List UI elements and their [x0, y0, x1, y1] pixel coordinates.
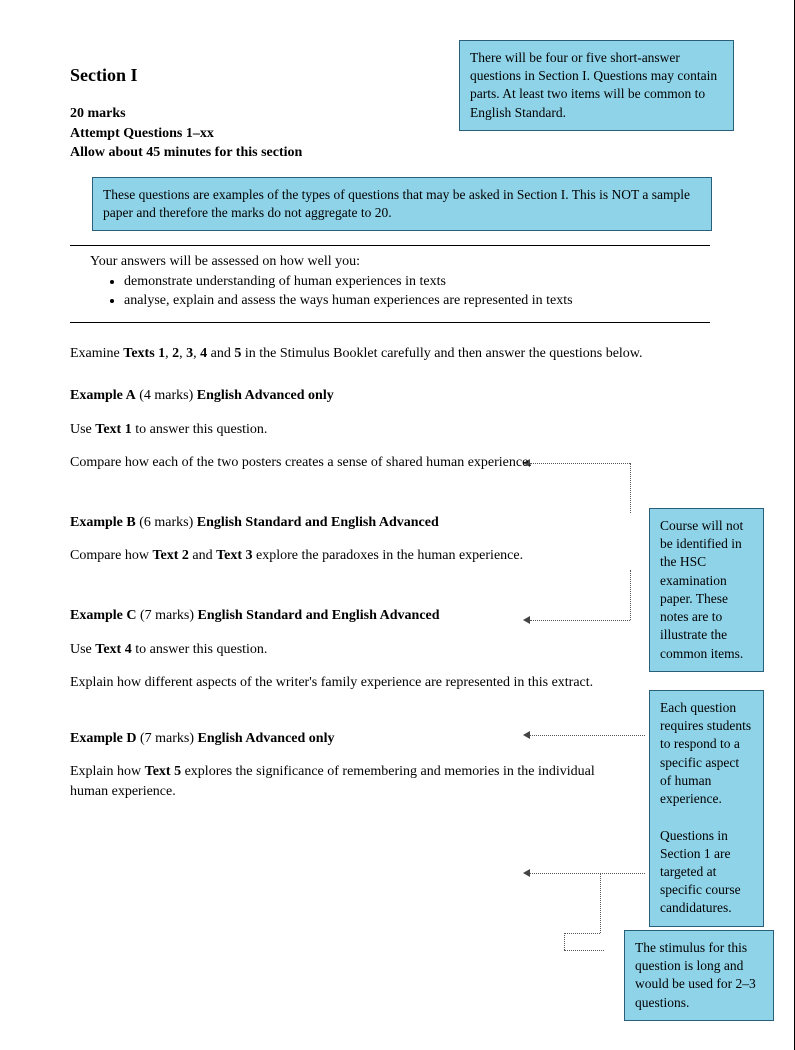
example-d-line1: Explain how Text 5 explores the signific…: [70, 762, 610, 801]
example-label: Example B: [70, 515, 136, 530]
marks-block: 20 marks Attempt Questions 1–xx Allow ab…: [70, 104, 734, 163]
page-content: Section I 20 marks Attempt Questions 1–x…: [0, 0, 794, 872]
example-c: Example C (7 marks) English Standard and…: [70, 606, 610, 693]
text-ref: Text 3: [216, 548, 252, 563]
text-ref: Text 2: [152, 548, 188, 563]
leader-d2-v: [564, 933, 565, 950]
examine-suffix: in the Stimulus Booklet carefully and th…: [241, 346, 642, 361]
example-a-title: Example A (4 marks) English Advanced onl…: [70, 386, 610, 406]
texts-1: Texts 1: [123, 346, 165, 361]
assess-bullet-2: analyse, explain and assess the ways hum…: [124, 293, 702, 309]
leader-d: [530, 873, 645, 874]
assessment-box: Your answers will be assessed on how wel…: [70, 245, 710, 323]
txt: explore the paradoxes in the human exper…: [253, 548, 524, 563]
example-course: English Standard and English Advanced: [197, 515, 439, 530]
assess-intro: Your answers will be assessed on how wel…: [90, 254, 702, 270]
marks-line-2: Attempt Questions 1–xx: [70, 124, 734, 144]
txt: Explain how: [70, 764, 145, 779]
examine-prefix: Examine: [70, 346, 123, 361]
txt: to answer this question.: [132, 422, 268, 437]
example-marks: (6 marks): [136, 515, 197, 530]
txt: to answer this question.: [132, 642, 268, 657]
marks-line-3: Allow about 45 minutes for this section: [70, 143, 734, 163]
text-ref: Text 5: [145, 764, 181, 779]
example-a-line1: Use Text 1 to answer this question.: [70, 420, 610, 440]
example-label: Example D: [70, 731, 137, 746]
marks-line-1: 20 marks: [70, 104, 734, 124]
example-label: Example A: [70, 388, 136, 403]
example-c-line1: Use Text 4 to answer this question.: [70, 640, 610, 660]
example-a: Example A (4 marks) English Advanced onl…: [70, 386, 610, 473]
and: and: [207, 346, 234, 361]
example-b-line1: Compare how Text 2 and Text 3 explore th…: [70, 546, 610, 566]
example-marks: (7 marks): [137, 731, 198, 746]
example-label: Example C: [70, 608, 137, 623]
assess-bullet-1: demonstrate understanding of human exper…: [124, 274, 702, 290]
example-d-title: Example D (7 marks) English Advanced onl…: [70, 729, 610, 749]
example-course: English Advanced only: [197, 388, 334, 403]
callout-inline: These questions are examples of the type…: [92, 177, 712, 231]
example-c-title: Example C (7 marks) English Standard and…: [70, 606, 610, 626]
txt: Use: [70, 642, 95, 657]
example-d: Example D (7 marks) English Advanced onl…: [70, 729, 610, 802]
leader-d-v: [600, 873, 601, 933]
example-b-title: Example B (6 marks) English Standard and…: [70, 513, 610, 533]
example-marks: (4 marks): [136, 388, 197, 403]
text-ref: Text 4: [95, 642, 131, 657]
example-c-line2: Explain how different aspects of the wri…: [70, 673, 610, 693]
txt: and: [189, 548, 216, 563]
example-a-line2: Compare how each of the two posters crea…: [70, 453, 610, 473]
example-course: English Advanced only: [198, 731, 335, 746]
section-title: Section I: [70, 65, 734, 86]
callout-stimulus: The stimulus for this question is long a…: [624, 930, 774, 1021]
example-course: English Standard and English Advanced: [198, 608, 440, 623]
txt: Compare how: [70, 548, 152, 563]
text-ref: Text 1: [95, 422, 131, 437]
example-marks: (7 marks): [137, 608, 198, 623]
txt: Use: [70, 422, 95, 437]
examine-instruction: Examine Texts 1, 2, 3, 4 and 5 in the St…: [70, 345, 710, 364]
leader-d3: [564, 950, 604, 951]
leader-d2: [564, 933, 600, 934]
example-b: Example B (6 marks) English Standard and…: [70, 513, 610, 566]
